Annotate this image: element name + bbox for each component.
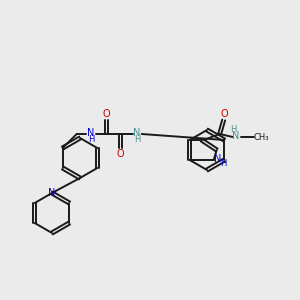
Text: H: H (230, 125, 237, 134)
Text: N: N (232, 131, 239, 141)
Text: CH₃: CH₃ (254, 133, 269, 142)
Text: O: O (221, 109, 229, 119)
Text: N: N (214, 154, 221, 164)
Text: N: N (48, 188, 56, 198)
Text: H: H (220, 160, 227, 169)
Text: O: O (103, 109, 110, 119)
Text: N: N (87, 128, 94, 138)
Text: O: O (117, 149, 124, 159)
Text: H: H (134, 136, 141, 145)
Text: N: N (133, 128, 140, 138)
Text: H: H (88, 136, 95, 145)
